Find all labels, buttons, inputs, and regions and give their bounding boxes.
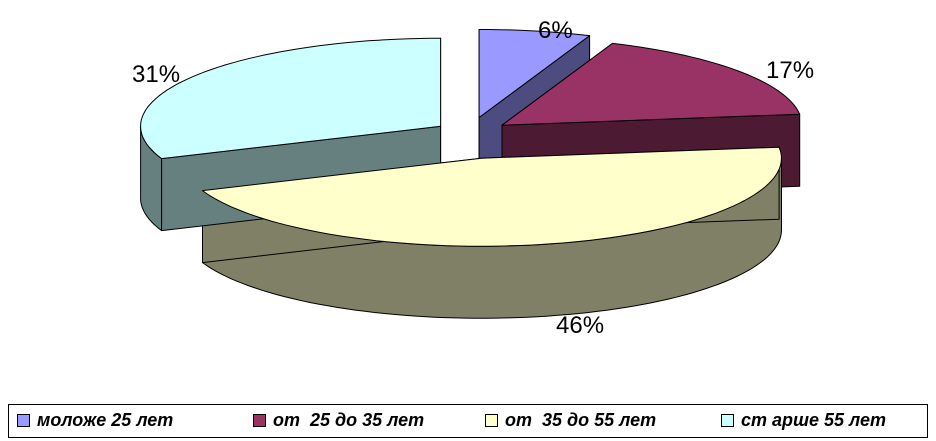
legend-label-under-25: моложе 25 лет (37, 410, 174, 430)
legend-label-over-55: ст арше 55 лет (741, 410, 887, 430)
data-label-over-55: 31% (132, 61, 180, 88)
legend-label-25-35: от 25 до 35 лет (273, 410, 425, 430)
data-label-under-25: 6% (538, 17, 573, 44)
legend-swatch-under-25 (17, 414, 30, 427)
pie-chart: 6% 17% 46% 31% (132, 17, 814, 339)
legend-swatch-25-35 (253, 414, 266, 427)
data-label-25-35: 17% (766, 57, 814, 84)
legend-item-25-35: от 25 до 35 лет (253, 410, 424, 431)
legend: моложе 25 лет от 25 до 35 лет от 35 до 5… (8, 404, 928, 438)
pie-slice-35-55 (202, 146, 782, 247)
pie-slice-25-35 (501, 42, 801, 126)
legend-item-35-55: от 35 до 55 лет (485, 410, 656, 431)
data-label-35-55: 46% (556, 312, 604, 339)
legend-swatch-over-55 (721, 414, 734, 427)
pie-slice-under-25 (478, 29, 591, 118)
legend-item-over-55: ст арше 55 лет (721, 410, 886, 431)
legend-swatch-35-55 (485, 414, 498, 427)
pie-slice-over-55 (140, 37, 442, 160)
legend-item-under-25: моложе 25 лет (17, 410, 173, 431)
legend-label-35-55: от 35 до 55 лет (505, 410, 657, 430)
